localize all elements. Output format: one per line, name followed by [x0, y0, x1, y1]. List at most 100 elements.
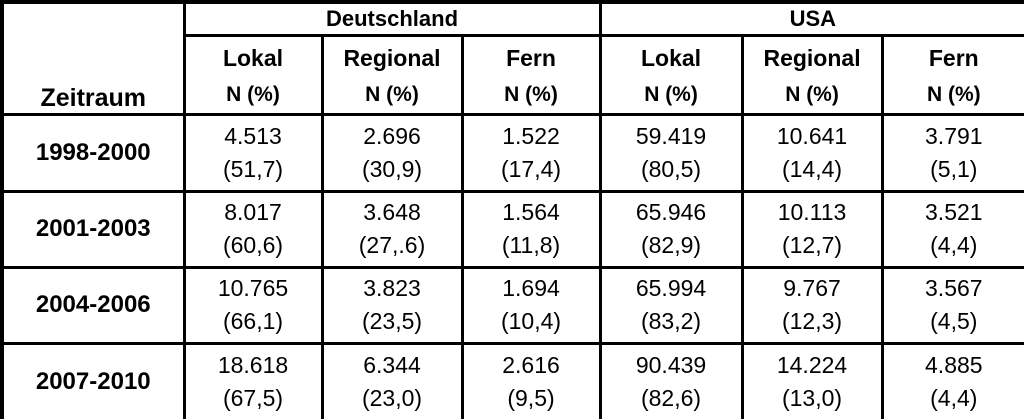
cell-count: 1.564 — [502, 199, 560, 225]
header-column-row: Lokal N (%) Regional N (%) Fern N (%) Lo… — [2, 33, 1024, 116]
cell-count: 9.767 — [783, 275, 841, 301]
column-header-usa-lokal: Lokal N (%) — [598, 33, 744, 116]
header-group-row: Zeitraum Deutschland USA — [0, 0, 1024, 116]
cell-count: 90.439 — [635, 351, 707, 378]
cell-percent: (80,5) — [640, 155, 702, 182]
data-cell-de-regional: 3.823 (23,5) — [320, 265, 464, 345]
data-cell-usa-lokal: 90.439 (82,6) — [598, 341, 744, 419]
cell-count: 2.696 — [363, 122, 421, 149]
cell-count: 59.419 — [635, 122, 707, 149]
data-cell-de-fern: 1.564 (11,8) — [460, 189, 602, 269]
cell-percent: (17,4) — [500, 155, 562, 182]
cell-percent: (4,4) — [930, 384, 978, 411]
cell-count: 4.885 — [925, 351, 983, 378]
data-cell-de-lokal: 18.618 (67,5) — [182, 341, 324, 419]
cell-percent: (27,.6) — [358, 232, 426, 258]
cell-count: 3.648 — [363, 199, 421, 225]
cell-count: 1.694 — [502, 275, 560, 301]
column-unit: N (%) — [504, 82, 558, 106]
data-cell-de-fern: 1.694 (10,4) — [460, 265, 602, 345]
cell-percent: (12,3) — [781, 308, 843, 334]
column-label: Fern — [506, 44, 556, 71]
column-header-usa-regional: Regional N (%) — [740, 33, 884, 116]
column-unit: N (%) — [644, 82, 698, 106]
column-unit: N (%) — [226, 82, 280, 106]
column-label: Regional — [343, 44, 441, 71]
data-cell-de-lokal: 8.017 (60,6) — [182, 189, 324, 269]
cell-count: 3.521 — [925, 199, 983, 225]
cell-percent: (60,6) — [222, 232, 284, 258]
column-label: Fern — [928, 44, 979, 71]
table-row-2001-2003: 2001-2003 8.017 (60,6) 3.648 (27,.6) 1.5… — [0, 189, 1024, 269]
data-cell-de-lokal: 4.513 (51,7) — [182, 112, 324, 193]
data-cell-de-regional: 2.696 (30,9) — [320, 112, 464, 193]
column-header-usa-fern: Fern N (%) — [880, 33, 1024, 116]
data-cell-usa-fern: 3.521 (4,4) — [880, 189, 1024, 269]
cell-percent: (11,8) — [501, 232, 561, 258]
cell-count: 10.765 — [217, 275, 289, 301]
data-cell-usa-regional: 10.641 (14,4) — [740, 112, 884, 193]
cell-percent: (4,5) — [930, 308, 978, 334]
period-label: 1998-2000 — [0, 112, 186, 193]
table-row-2007-2010: 2007-2010 18.618 (67,5) 6.344 (23,0) 2.6… — [0, 341, 1024, 419]
cell-percent: (23,0) — [361, 384, 423, 411]
column-header-de-regional: Regional N (%) — [320, 33, 464, 116]
data-cell-usa-lokal: 59.419 (80,5) — [598, 112, 744, 193]
period-label: 2007-2010 — [0, 341, 186, 419]
cell-count: 14.224 — [776, 351, 848, 378]
cell-count: 65.946 — [635, 199, 707, 225]
corner-header-zeitraum: Zeitraum — [0, 0, 186, 116]
cell-percent: (82,9) — [640, 232, 702, 258]
table-row-2004-2006: 2004-2006 10.765 (66,1) 3.823 (23,5) 1.6… — [0, 265, 1024, 345]
cell-percent: (4,4) — [930, 232, 978, 258]
cell-count: 10.641 — [776, 122, 848, 149]
data-cell-usa-fern: 3.791 (5,1) — [880, 112, 1024, 193]
table-row-1998-2000: 1998-2000 4.513 (51,7) 2.696 (30,9) 1.52… — [0, 112, 1024, 193]
cell-percent: (9,5) — [507, 384, 555, 411]
column-label: Lokal — [640, 44, 702, 71]
cell-percent: (10,4) — [500, 308, 562, 334]
data-cell-usa-fern: 3.567 (4,5) — [880, 265, 1024, 345]
cell-count: 3.823 — [363, 275, 421, 301]
group-header-deutschland: Deutschland — [182, 0, 602, 37]
cell-percent: (82,6) — [640, 384, 702, 411]
data-cell-de-fern: 1.522 (17,4) — [460, 112, 602, 193]
data-cell-usa-fern: 4.885 (4,4) — [880, 341, 1024, 419]
cell-count: 65.994 — [635, 275, 707, 301]
data-cell-de-fern: 2.616 (9,5) — [460, 341, 602, 419]
data-cell-usa-regional: 10.113 (12,7) — [740, 189, 884, 269]
cell-percent: (30,9) — [361, 155, 423, 182]
cell-count: 4.513 — [224, 122, 282, 149]
data-cell-usa-lokal: 65.994 (83,2) — [598, 265, 744, 345]
cell-percent: (12,7) — [781, 232, 843, 258]
cell-percent: (51,7) — [222, 155, 284, 182]
data-cell-usa-regional: 14.224 (13,0) — [740, 341, 884, 419]
cell-percent: (66,1) — [222, 308, 284, 334]
cell-count: 8.017 — [224, 199, 282, 225]
column-label: Lokal — [222, 44, 284, 71]
period-label: 2004-2006 — [0, 265, 186, 345]
column-header-de-fern: Fern N (%) — [460, 33, 602, 116]
data-cell-de-regional: 6.344 (23,0) — [320, 341, 464, 419]
data-cell-de-lokal: 10.765 (66,1) — [182, 265, 324, 345]
cell-percent: (13,0) — [781, 384, 843, 411]
group-header-usa: USA — [598, 0, 1024, 37]
column-unit: N (%) — [926, 82, 981, 106]
column-unit: N (%) — [365, 82, 419, 106]
data-cell-usa-lokal: 65.946 (82,9) — [598, 189, 744, 269]
column-unit: N (%) — [785, 82, 839, 106]
column-header-de-lokal: Lokal N (%) — [182, 33, 324, 116]
cell-percent: (14,4) — [781, 155, 843, 182]
data-cell-usa-regional: 9.767 (12,3) — [740, 265, 884, 345]
cell-count: 1.522 — [502, 122, 560, 149]
cell-count: 3.567 — [925, 275, 983, 301]
cell-percent: (5,1) — [930, 155, 978, 182]
cell-percent: (67,5) — [222, 384, 284, 411]
cell-percent: (23,5) — [361, 308, 423, 334]
cell-count: 6.344 — [363, 351, 421, 378]
column-label: Regional — [763, 44, 861, 71]
data-cell-de-regional: 3.648 (27,.6) — [320, 189, 464, 269]
cell-count: 2.616 — [502, 351, 560, 378]
cell-count: 10.113 — [777, 199, 847, 225]
